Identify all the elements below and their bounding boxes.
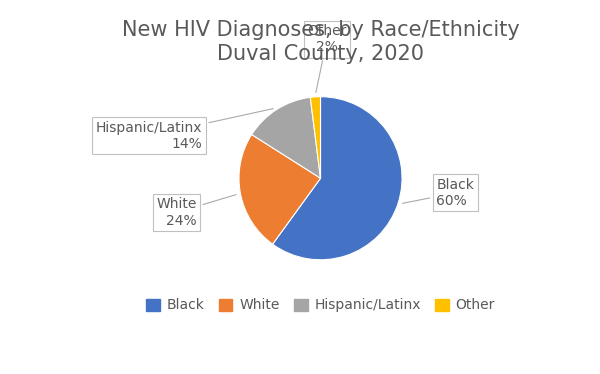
Text: White
24%: White 24% — [156, 194, 236, 227]
Text: Other
2%: Other 2% — [307, 24, 347, 92]
Wedge shape — [251, 97, 320, 178]
Wedge shape — [272, 97, 402, 260]
Text: Hispanic/Latinx
14%: Hispanic/Latinx 14% — [96, 108, 273, 151]
Legend: Black, White, Hispanic/Latinx, Other: Black, White, Hispanic/Latinx, Other — [140, 293, 500, 318]
Wedge shape — [239, 135, 320, 244]
Wedge shape — [310, 97, 320, 178]
Title: New HIV Diagnoses, by Race/Ethnicity
Duval County, 2020: New HIV Diagnoses, by Race/Ethnicity Duv… — [122, 21, 520, 64]
Text: Black
60%: Black 60% — [403, 178, 474, 208]
